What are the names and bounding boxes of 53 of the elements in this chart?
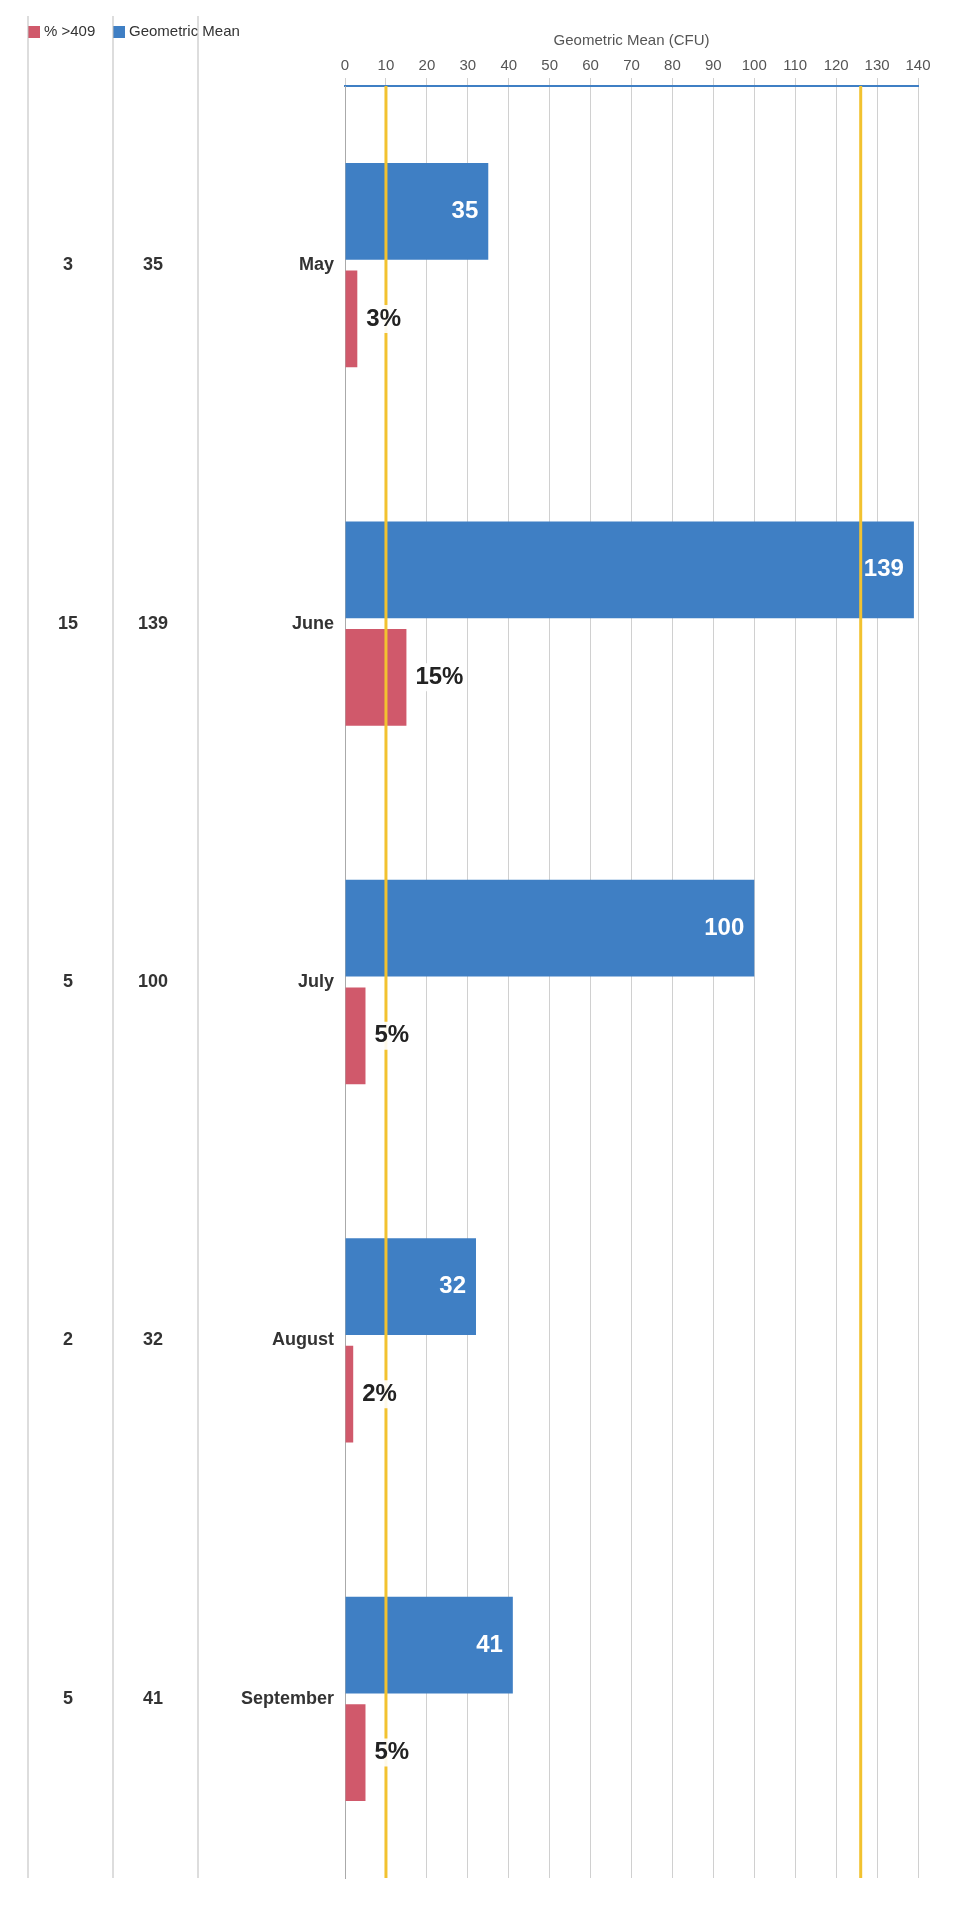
x-tick-label: 40 (500, 56, 518, 74)
bar (345, 521, 914, 619)
x-tick-label: 110 (783, 56, 808, 74)
data-label: 5% (374, 1737, 410, 1765)
y-tick-label: June (292, 612, 335, 633)
x-axis-title: Geometric Mean (CFU) (553, 31, 710, 49)
bar (345, 270, 358, 368)
text: 32 (142, 1329, 164, 1350)
data-label: 139 (863, 554, 904, 582)
x-tick-label: 30 (459, 56, 477, 74)
text: 15 (57, 612, 79, 633)
data-label: 100 (704, 912, 745, 940)
x-tick-label: 60 (582, 56, 599, 74)
text: 5 (62, 970, 74, 991)
y-tick-label: August (272, 1329, 335, 1350)
x-tick-label: 140 (905, 56, 931, 74)
data-label: 41 (476, 1629, 503, 1657)
text: 100 (137, 970, 169, 991)
bar (345, 1596, 513, 1694)
data-label: 15% (415, 661, 464, 689)
y-tick-label: September (240, 1687, 335, 1708)
x-tick-label: 50 (541, 56, 559, 74)
data-label: 35 (451, 196, 479, 224)
text: 3 (62, 254, 74, 275)
legend-label: Geometric Mean (129, 22, 240, 40)
text: 5 (62, 1687, 74, 1708)
x-tick-label: 10 (377, 56, 395, 74)
x-tick-label: 20 (418, 56, 436, 74)
bar (345, 163, 489, 260)
data-label: 2% (362, 1378, 397, 1406)
x-tick-label: 100 (741, 56, 767, 74)
legend-label: % >409 (44, 22, 96, 40)
x-tick-label: 0 (340, 56, 350, 74)
x-tick-label: 80 (664, 56, 681, 74)
data-label: 32 (439, 1271, 466, 1299)
bar (345, 879, 755, 977)
bar (345, 987, 366, 1085)
text: 41 (142, 1687, 164, 1708)
x-tick-label: 90 (705, 56, 722, 74)
bar (345, 1704, 366, 1801)
bar (345, 1238, 476, 1336)
text: 2 (62, 1329, 74, 1350)
y-tick-label: May (299, 254, 335, 275)
text: 139 (137, 612, 169, 633)
bar (345, 628, 407, 726)
x-tick-label: 130 (864, 56, 890, 74)
data-label: 5% (374, 1020, 410, 1048)
y-tick-label: July (298, 970, 335, 991)
text: 35 (142, 254, 164, 275)
bar (345, 1345, 354, 1443)
x-tick-label: 120 (823, 56, 849, 74)
data-label: 3% (366, 303, 401, 331)
x-tick-label: 70 (623, 56, 640, 74)
